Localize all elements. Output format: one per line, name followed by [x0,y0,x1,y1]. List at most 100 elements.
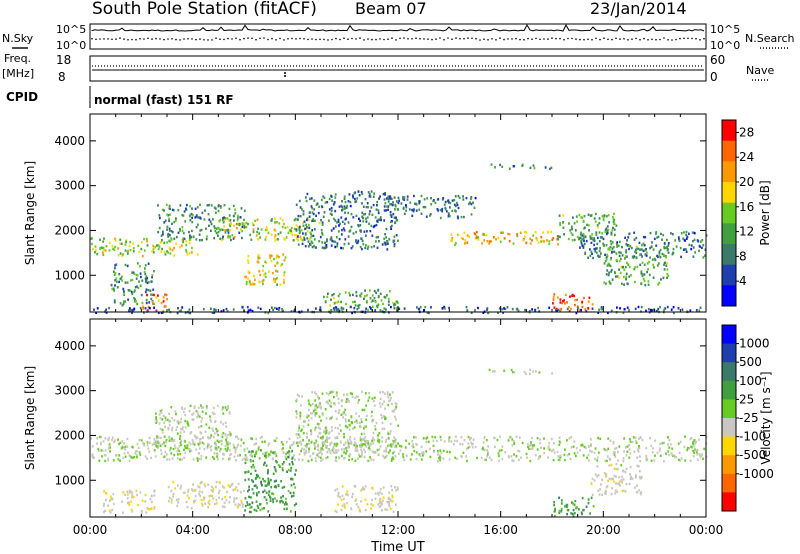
scatter-cell [635,441,638,444]
scatter-cell [188,308,191,311]
scatter-cell [606,455,609,458]
scatter-cell [123,442,125,445]
scatter-cell [145,275,148,278]
scatter-cell [179,458,181,461]
scatter-cell [121,440,124,443]
scatter-cell [606,225,609,228]
scatter-cell [667,251,670,254]
scatter-cell [553,306,556,309]
colorbar-swatch [722,343,736,363]
nsearch-point [315,38,317,41]
scatter-cell [536,437,539,440]
scatter-cell [352,196,354,199]
scatter-cell [667,443,669,446]
scatter-cell [215,211,217,214]
scatter-cell [367,442,369,445]
scatter-cell [302,213,305,216]
scatter-cell [232,488,235,492]
scatter-cell [304,444,307,447]
scatter-cell [248,510,251,514]
scatter-cell [291,457,294,460]
scatter-cell [145,237,148,241]
scatter-cell [488,368,491,372]
scatter-cell [215,480,218,484]
scatter-cell [364,198,367,201]
scatter-cell [304,232,307,235]
scatter-cell [332,227,335,230]
scatter-cell [605,215,608,218]
scatter-cell [207,483,209,486]
scatter-cell [375,208,378,211]
scatter-cell [649,436,651,440]
scatter-cell [368,193,371,196]
scatter-cell [382,192,385,196]
scatter-cell [250,460,252,463]
scatter-cell [99,247,101,250]
scatter-cell [392,451,394,455]
scatter-cell [626,445,629,448]
scatter-cell [667,453,670,457]
scatter-cell [570,446,573,449]
y-tick-label: 1000 [54,473,85,487]
scatter-cell [629,245,632,248]
scatter-cell [217,458,219,461]
scatter-cell [613,250,616,253]
scatter-cell [321,246,324,249]
scatter-cell [196,410,199,414]
scatter-cell [168,239,171,242]
scatter-cell [501,457,504,461]
scatter-cell [318,432,321,435]
scatter-cell [269,254,271,257]
nsearch-point [383,38,385,41]
scatter-cell [422,205,425,209]
scatter-cell [200,425,203,428]
scatter-cell [377,503,380,506]
colorbar-swatch [722,492,736,512]
scatter-cell [168,435,170,439]
scatter-cell [639,460,642,463]
scatter-cell [192,412,195,415]
scatter-cell [264,275,267,279]
scatter-cell [453,439,456,442]
scatter-cell [181,407,184,411]
scatter-cell [554,509,556,512]
scatter-cell [466,309,469,312]
scatter-cell [367,399,370,402]
scatter-cell [508,167,511,170]
colorbar-tick-label: 500 [739,355,762,369]
scatter-cell [319,436,322,440]
scatter-cell [352,194,354,197]
scatter-cell [487,311,490,315]
scatter-cell [336,435,339,439]
scatter-cell [148,508,151,511]
scatter-cell [309,243,312,246]
scatter-cell [323,429,326,433]
scatter-cell [464,242,466,245]
scatter-cell [210,222,213,226]
scatter-cell [269,499,272,502]
scatter-cell [259,273,262,277]
scatter-cell [321,441,324,444]
scatter-cell [205,237,208,241]
scatter-cell [144,272,147,276]
scatter-cell [283,507,286,511]
scatter-cell [161,431,164,434]
scatter-cell [295,398,298,401]
scatter-cell [367,206,369,209]
scatter-cell [356,444,358,448]
scatter-cell [558,511,561,515]
scatter-cell [360,432,363,436]
scatter-cell [122,287,125,291]
scatter-cell [608,248,611,251]
scatter-cell [376,200,379,204]
scatter-cell [499,435,501,438]
scatter-cell [331,429,333,432]
scatter-cell [455,242,457,245]
scatter-cell [626,282,629,285]
scatter-cell [235,459,237,462]
scatter-cell [616,306,618,309]
nsearch-point [639,38,641,41]
scatter-cell [311,211,314,214]
scatter-cell [177,420,180,423]
